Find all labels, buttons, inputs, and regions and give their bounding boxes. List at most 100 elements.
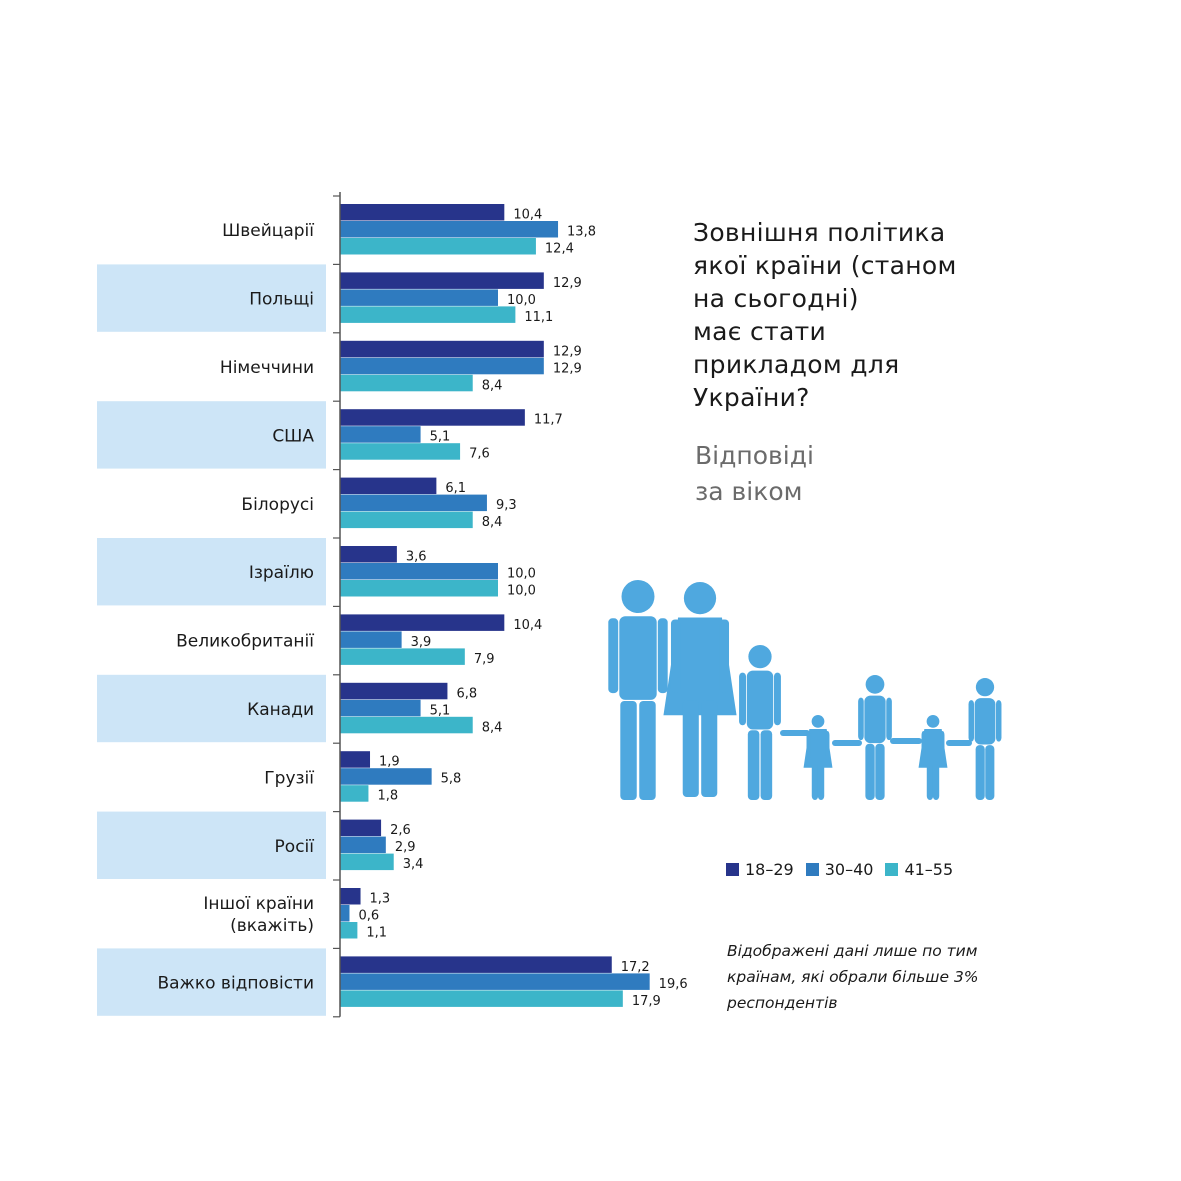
data-label: 8,4 xyxy=(482,720,503,735)
silhouette-part xyxy=(865,675,885,694)
category-label: Німеччини xyxy=(220,358,314,378)
silhouette-part xyxy=(608,618,619,694)
family-figures xyxy=(608,580,1002,800)
silhouette-part xyxy=(747,730,760,800)
silhouette-part xyxy=(865,743,875,800)
data-label: 7,6 xyxy=(469,447,490,462)
footnote-line: Відображені дані лише по тим xyxy=(727,942,978,960)
bar-18–29 xyxy=(340,614,505,631)
silhouette-part xyxy=(974,698,996,745)
data-label: 5,1 xyxy=(430,703,451,718)
bar-41–55 xyxy=(340,306,516,323)
legend: 18–29 30–40 41–55 xyxy=(726,860,953,879)
bar-30–40 xyxy=(340,289,498,306)
data-label: 12,9 xyxy=(553,344,582,359)
footnote-line: респондентів xyxy=(727,994,838,1012)
data-label: 1,3 xyxy=(370,892,391,907)
silhouette-part xyxy=(701,700,718,797)
bar-30–40 xyxy=(340,494,487,512)
legend-swatch-18-29 xyxy=(726,863,739,876)
data-label: 9,3 xyxy=(496,498,517,513)
bar-30–40 xyxy=(340,563,498,580)
bar-41–55 xyxy=(340,853,394,871)
bar-30–40 xyxy=(340,699,421,717)
silhouette-part xyxy=(773,672,781,726)
category-band xyxy=(97,811,326,879)
silhouette-part xyxy=(875,743,885,800)
category-label: Ізраїлю xyxy=(249,563,314,583)
bar-30–40 xyxy=(340,357,544,375)
chart-title: Зовнішня політика якої країни (станом на… xyxy=(693,216,1013,414)
silhouette-part xyxy=(780,730,810,736)
silhouette-part xyxy=(946,740,972,746)
silhouette-part xyxy=(975,745,985,800)
data-label: 8,4 xyxy=(482,515,503,530)
bar-41–55 xyxy=(340,511,473,529)
footnote-line: країнам, які обрали більше 3% xyxy=(727,968,979,986)
bar-30–40 xyxy=(340,426,421,443)
data-label: 13,8 xyxy=(567,225,596,240)
data-label: 6,1 xyxy=(445,481,466,496)
bar-30–40 xyxy=(340,221,559,238)
bar-30–40 xyxy=(340,905,350,922)
title-line: має стати xyxy=(693,317,826,346)
data-label: 7,9 xyxy=(474,652,495,667)
silhouette-part xyxy=(811,715,825,728)
data-label: 17,9 xyxy=(632,994,661,1009)
silhouette-part xyxy=(968,700,975,742)
subtitle-line: за віком xyxy=(695,477,803,506)
bar-41–55 xyxy=(340,238,536,255)
silhouette-part xyxy=(811,761,819,800)
bar-41–55 xyxy=(340,443,461,460)
silhouette-part xyxy=(975,678,995,697)
bar-18–29 xyxy=(340,682,448,700)
data-label: 17,2 xyxy=(621,960,650,975)
silhouette-part xyxy=(619,616,657,700)
category-label: Грузії xyxy=(264,768,314,788)
family-silhouette-image xyxy=(608,580,1002,800)
bar-18–29 xyxy=(340,409,525,426)
silhouette-part xyxy=(825,731,830,760)
category-band xyxy=(97,401,326,469)
silhouette-part xyxy=(803,729,833,768)
data-label: 1,1 xyxy=(366,926,387,941)
data-label: 1,9 xyxy=(379,755,400,770)
bar-41–55 xyxy=(340,716,473,734)
title-line: Зовнішня політика xyxy=(693,218,946,247)
legend-label: 30–40 xyxy=(824,860,874,879)
data-label: 2,9 xyxy=(395,840,416,855)
bar-18–29 xyxy=(340,272,544,289)
legend-label: 18–29 xyxy=(745,860,794,879)
bar-41–55 xyxy=(340,374,473,392)
bar-41–55 xyxy=(340,648,465,665)
data-label: 10,0 xyxy=(507,584,536,599)
silhouette-part xyxy=(890,738,922,744)
category-band xyxy=(97,264,326,332)
category-label: США xyxy=(272,426,314,446)
category-label: Канади xyxy=(247,700,314,720)
data-label: 10,0 xyxy=(507,293,536,308)
silhouette-part xyxy=(682,700,699,797)
silhouette-part xyxy=(817,761,825,800)
subtitle-line: Відповіді xyxy=(695,441,814,470)
bar-18–29 xyxy=(340,819,382,837)
footnote: Відображені дані лише по тим країнам, як… xyxy=(727,938,1027,1016)
category-label: Білорусі xyxy=(241,495,314,515)
silhouette-part xyxy=(858,697,864,741)
silhouette-part xyxy=(719,619,730,693)
silhouette-part xyxy=(864,695,886,744)
legend-swatch-30-40 xyxy=(805,863,819,876)
data-label: 10,4 xyxy=(513,618,542,633)
silhouette-part xyxy=(657,618,668,694)
legend-swatch-41-55 xyxy=(885,863,899,876)
silhouette-part xyxy=(985,745,995,800)
bar-18–29 xyxy=(340,546,397,563)
bar-18–29 xyxy=(340,477,437,495)
data-label: 6,8 xyxy=(456,686,477,701)
data-label: 3,9 xyxy=(411,635,432,650)
bar-41–55 xyxy=(340,785,369,802)
data-label: 5,1 xyxy=(430,430,451,445)
legend-label: 41–55 xyxy=(904,860,954,879)
silhouette-part xyxy=(918,729,948,768)
